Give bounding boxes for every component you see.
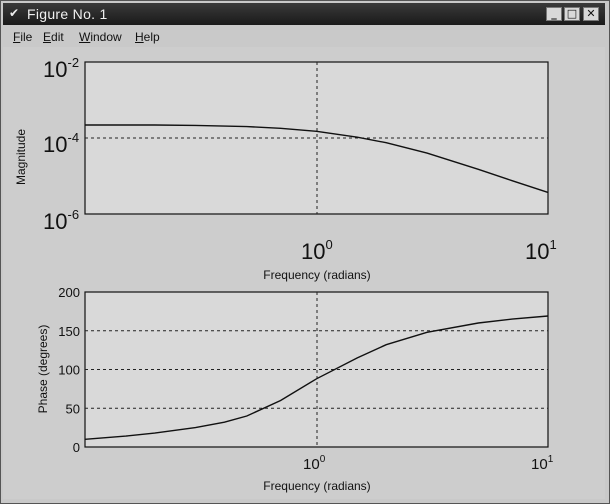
- mag-ytick-exp: -2: [67, 55, 79, 70]
- magnitude-plot-area[interactable]: [84, 61, 549, 215]
- window-title: Figure No. 1: [27, 6, 108, 22]
- menu-bar: File Edit Window Help: [3, 27, 605, 47]
- phase-plot-area[interactable]: [84, 291, 549, 448]
- menu-window[interactable]: Window: [79, 30, 122, 44]
- mag-xtick-1e1: 101: [525, 237, 557, 264]
- phase-xtick-1e0: 100: [303, 454, 326, 473]
- mag-ytick-base: 10: [43, 57, 67, 82]
- magnitude-xlabel: Frequency (radians): [263, 268, 370, 282]
- mag-ytick-exp: -6: [67, 207, 79, 222]
- phase-ytick-200: 200: [58, 285, 80, 300]
- mag-ytick-1e-6: 10-6: [43, 207, 79, 234]
- phase-horizontal-gridlines: [85, 330, 548, 409]
- phase-xtick-exp: 0: [320, 454, 326, 465]
- bode-plot-svg: 10-2 10-4 10-6 100 101 Frequency (radian…: [14, 55, 557, 493]
- mag-xtick-1e0: 100: [301, 237, 333, 264]
- phase-series-line: [84, 315, 549, 440]
- phase-xtick-base: 10: [531, 456, 548, 473]
- mag-ytick-1e-4: 10-4: [43, 130, 79, 157]
- mag-ytick-1e-2: 10-2: [43, 55, 79, 82]
- magnitude-series-line: [85, 124, 549, 194]
- mag-xtick-base: 10: [301, 239, 325, 264]
- menu-help[interactable]: Help: [135, 30, 160, 44]
- menu-edit[interactable]: Edit: [43, 30, 64, 44]
- title-bar[interactable]: ✔ Figure No. 1 _ □ ✕: [3, 3, 605, 25]
- phase-ytick-150: 150: [58, 324, 80, 339]
- menu-file[interactable]: File: [13, 30, 33, 44]
- mag-ytick-base: 10: [43, 132, 67, 157]
- phase-xlabel: Frequency (radians): [263, 479, 370, 493]
- mag-ytick-base: 10: [43, 209, 67, 234]
- mag-xtick-exp: 0: [325, 237, 332, 252]
- phase-xtick-exp: 1: [548, 454, 554, 465]
- phase-ytick-labels: 0 50 100 150 200: [58, 285, 80, 455]
- phase-ytick-100: 100: [58, 363, 80, 378]
- phase-ylabel: Phase (degrees): [36, 325, 50, 414]
- mag-ytick-exp: -4: [67, 130, 79, 145]
- phase-ytick-0: 0: [73, 440, 80, 455]
- phase-xtick-1e1: 101: [531, 454, 554, 473]
- phase-xtick-base: 10: [303, 456, 320, 473]
- matlab-figure-icon[interactable]: ✔: [9, 6, 20, 20]
- maximize-button[interactable]: □: [564, 7, 580, 21]
- close-button[interactable]: ✕: [583, 7, 599, 21]
- minimize-button[interactable]: _: [546, 7, 562, 21]
- magnitude-ylabel: Magnitude: [14, 129, 28, 185]
- phase-ytick-50: 50: [66, 401, 80, 416]
- magnitude-axes: 10-2 10-4 10-6 100 101 Frequency (radian…: [14, 55, 557, 282]
- mag-xtick-exp: 1: [549, 237, 556, 252]
- mag-xtick-base: 10: [525, 239, 549, 264]
- figure-canvas: 10-2 10-4 10-6 100 101 Frequency (radian…: [3, 47, 605, 499]
